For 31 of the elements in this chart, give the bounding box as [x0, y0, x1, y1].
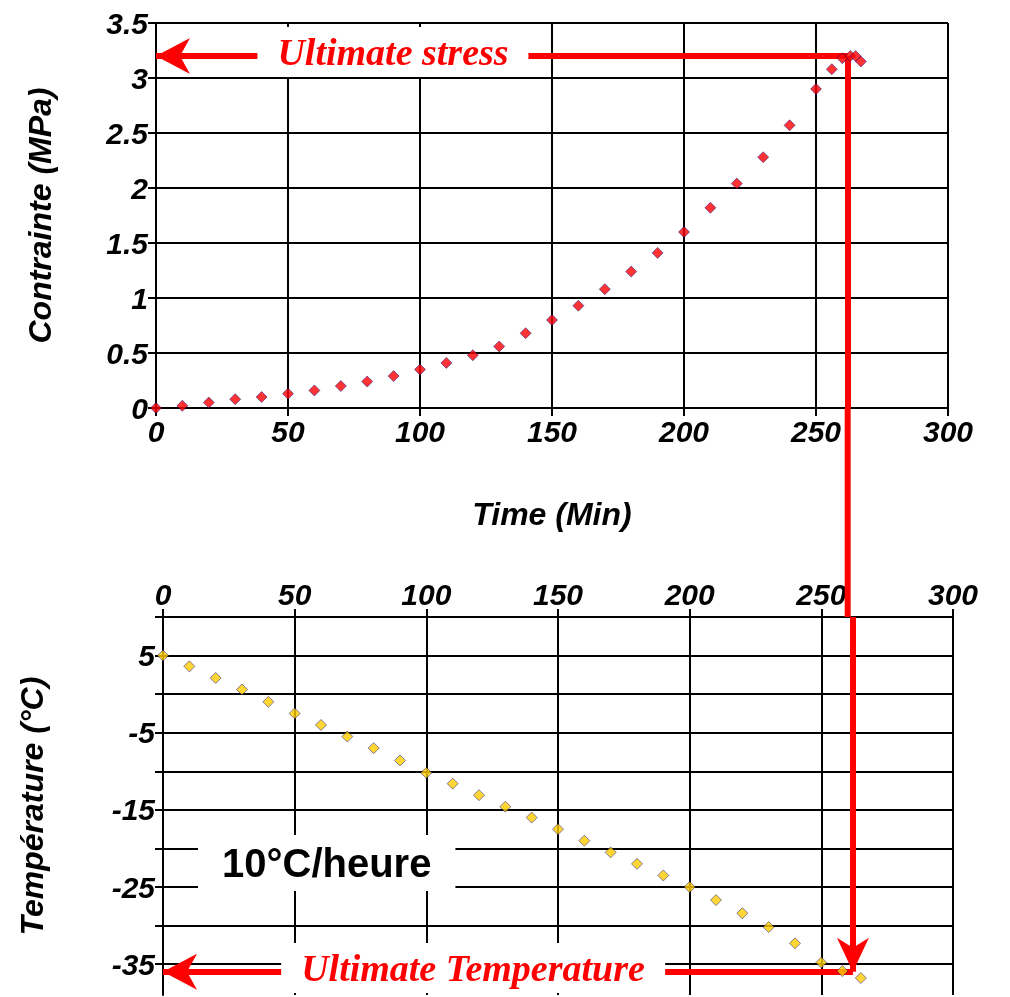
x-tick-label: 250 — [795, 577, 847, 611]
y-tick-label: -15 — [111, 793, 157, 827]
y-axis-title: Contrainte (MPa) — [22, 87, 58, 344]
y-tick-label: 5 — [138, 639, 157, 673]
y-tick-label: 0.5 — [106, 336, 150, 370]
y-tick-label: -35 — [111, 947, 157, 981]
x-axis-title: Time (Min) — [472, 496, 632, 532]
x-tick-label: 100 — [401, 577, 452, 611]
annotation: Ultimate stress — [257, 27, 529, 77]
x-tick-label: 300 — [922, 414, 974, 448]
y-tick-label: -5 — [128, 716, 157, 750]
y-tick-label: 2.5 — [105, 116, 150, 150]
y-tick-label: -25 — [111, 870, 157, 904]
x-tick-label: 50 — [277, 577, 312, 611]
y-tick-label: 3.5 — [106, 6, 150, 40]
y-tick-label: 1 — [131, 281, 148, 315]
x-tick-label: 200 — [663, 577, 715, 611]
x-tick-label: 150 — [526, 414, 578, 448]
y-tick-label: 0 — [131, 391, 149, 425]
annotation: Ultimate Temperature — [281, 942, 665, 993]
x-tick-label: 250 — [789, 414, 842, 448]
x-tick-label: 150 — [532, 577, 584, 611]
x-tick-label: 300 — [927, 577, 979, 611]
y-tick-label: 1.5 — [106, 226, 150, 260]
x-tick-label: 100 — [394, 414, 446, 448]
y-tick-label: 3 — [131, 61, 149, 95]
x-tick-label: 50 — [271, 414, 305, 448]
annotation: 10°C/heure — [222, 841, 432, 885]
y-tick-label: 2 — [130, 171, 149, 205]
y-axis-title: Température (°C) — [14, 676, 50, 936]
x-tick-label: 200 — [657, 414, 710, 448]
